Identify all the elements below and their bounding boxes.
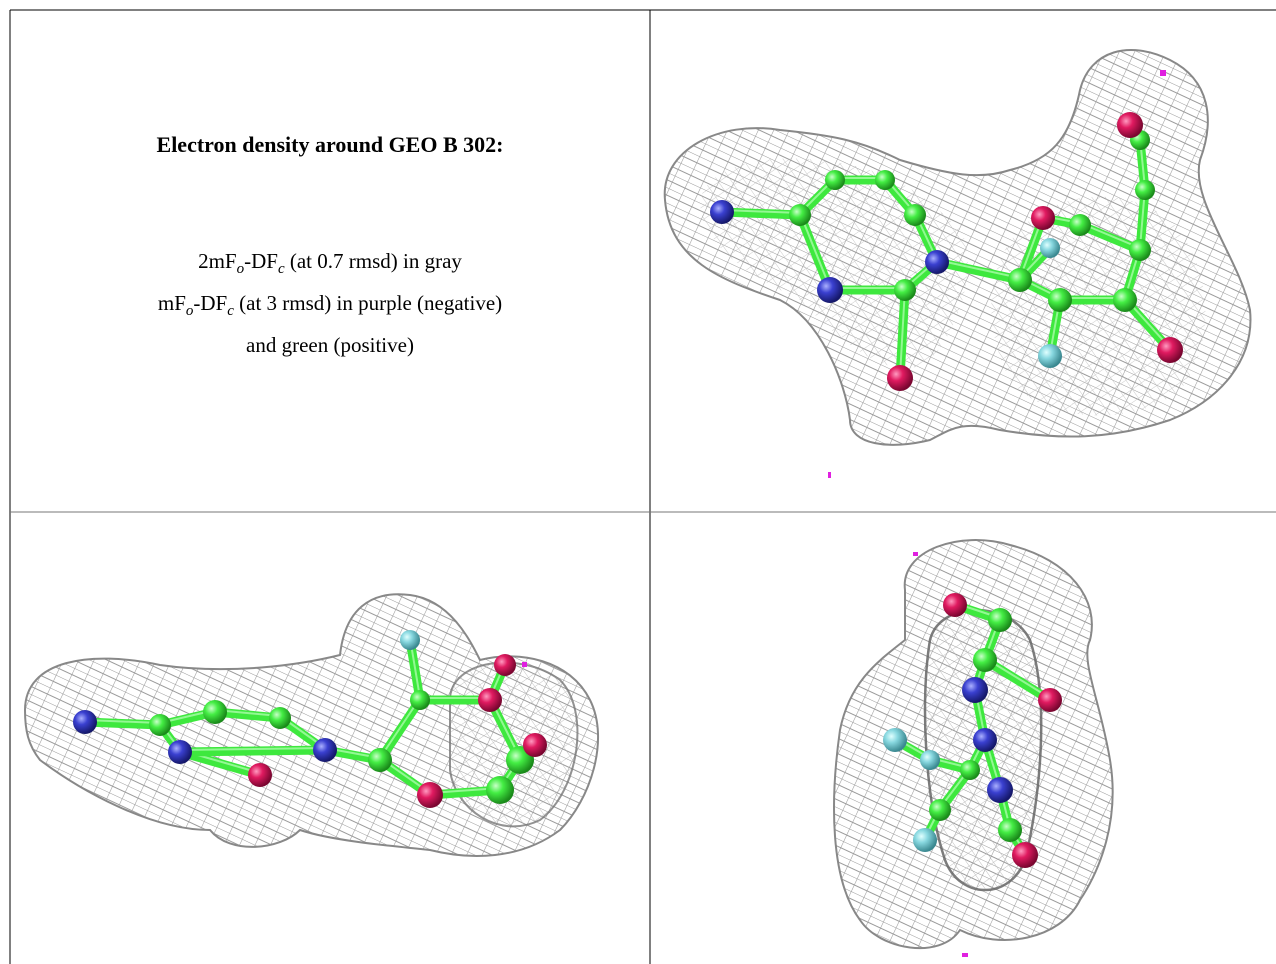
atom (486, 776, 514, 804)
atom (1113, 288, 1137, 312)
atom (875, 170, 895, 190)
atom (988, 608, 1012, 632)
atom (894, 279, 916, 301)
atom (1129, 239, 1151, 261)
atom (478, 688, 502, 712)
text: and green (positive) (246, 333, 414, 357)
text: mF (158, 291, 186, 315)
subscript: c (278, 261, 285, 277)
atom (523, 733, 547, 757)
atom (1031, 206, 1055, 230)
atom (913, 828, 937, 852)
atom (973, 648, 997, 672)
legend-text: 2mFo-DFc (at 0.7 rmsd) in gray mFo-DFc (… (10, 244, 650, 362)
atom (1038, 688, 1062, 712)
atom (817, 277, 843, 303)
atom (904, 204, 926, 226)
subscript: c (227, 303, 234, 319)
atom (1040, 238, 1060, 258)
atom (203, 700, 227, 724)
atom (710, 200, 734, 224)
atom (1117, 112, 1143, 138)
atom (962, 677, 988, 703)
atom (887, 365, 913, 391)
atom (1012, 842, 1038, 868)
legend-line: mFo-DFc (at 3 rmsd) in purple (negative) (10, 286, 650, 328)
atom (1048, 288, 1072, 312)
atom (248, 763, 272, 787)
atom (925, 250, 949, 274)
atom (883, 728, 907, 752)
text: 2mF (198, 249, 237, 273)
text: (at 0.7 rmsd) in gray (285, 249, 462, 273)
figure-title: Electron density around GEO B 302: (10, 132, 650, 158)
atom (494, 654, 516, 676)
atom (789, 204, 811, 226)
atom (400, 630, 420, 650)
atom (269, 707, 291, 729)
density-meshes (25, 50, 1250, 948)
atom (960, 760, 980, 780)
atom (998, 818, 1022, 842)
atom (825, 170, 845, 190)
atom (943, 593, 967, 617)
atom (929, 799, 951, 821)
atom (149, 714, 171, 736)
atom (368, 748, 392, 772)
atom (1157, 337, 1183, 363)
atom (73, 710, 97, 734)
atom (313, 738, 337, 762)
atom (410, 690, 430, 710)
atom (1069, 214, 1091, 236)
figure-page: Electron density around GEO B 302: 2mFo-… (0, 0, 1276, 964)
atom (987, 777, 1013, 803)
atom (1038, 344, 1062, 368)
atom (1135, 180, 1155, 200)
atom (973, 728, 997, 752)
subscript: o (237, 261, 245, 277)
text: -DF (244, 249, 278, 273)
text: -DF (193, 291, 227, 315)
atom (1008, 268, 1032, 292)
atom (417, 782, 443, 808)
text: (at 3 rmsd) in purple (negative) (234, 291, 502, 315)
legend-line: and green (positive) (10, 328, 650, 362)
legend-line: 2mFo-DFc (at 0.7 rmsd) in gray (10, 244, 650, 286)
atom (920, 750, 940, 770)
atom (168, 740, 192, 764)
